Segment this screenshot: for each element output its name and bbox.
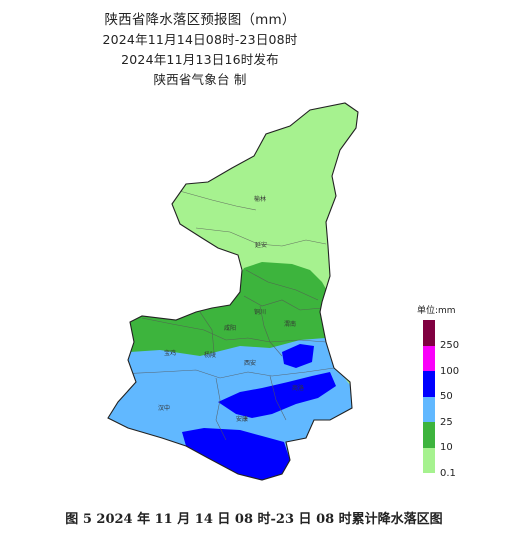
legend-title: 单位:mm bbox=[417, 306, 456, 316]
city-label-xian: 西安 bbox=[244, 359, 256, 367]
legend-label-50: 50 bbox=[440, 391, 453, 402]
map-header: 陕西省降水落区预报图（mm） 2024年11月14日08时-23日08时 202… bbox=[0, 10, 400, 90]
legend-label-25: 25 bbox=[440, 417, 453, 428]
legend-swatch-10 bbox=[423, 422, 435, 448]
map-title: 陕西省降水落区预报图（mm） bbox=[104, 12, 296, 28]
precipitation-map: 榆林 延安 铜川 咸阳 渭南 宝鸡 杨陵 西安 汉中 安康 商洛 bbox=[107, 102, 359, 481]
city-label-yanan: 延安 bbox=[255, 241, 267, 249]
city-label-tongchuan: 铜川 bbox=[254, 308, 266, 316]
city-label-hanzhong: 汉中 bbox=[158, 404, 170, 412]
legend-label-250: 250 bbox=[440, 340, 460, 351]
legend-swatch-25 bbox=[423, 396, 435, 422]
city-label-yangling: 杨陵 bbox=[204, 351, 216, 359]
city-label-baoji: 宝鸡 bbox=[164, 349, 176, 357]
producer: 陕西省气象台 制 bbox=[153, 72, 247, 87]
city-label-shangluo: 商洛 bbox=[292, 384, 304, 392]
city-label-xianyang: 咸阳 bbox=[224, 324, 236, 332]
zone-50mm-south bbox=[182, 372, 336, 480]
district-boundaries bbox=[119, 189, 335, 441]
issue-time: 2024年11月13日16时发布 bbox=[121, 52, 279, 67]
legend-swatch-100 bbox=[423, 345, 435, 371]
legend-label-10: 10 bbox=[440, 442, 453, 453]
figure-caption: 图 5 2024 年 11 月 14 日 08 时-23 日 08 时累计降水落… bbox=[65, 512, 443, 527]
city-label-weinan: 渭南 bbox=[284, 320, 296, 328]
legend-label-100: 100 bbox=[440, 366, 460, 377]
forecast-period: 2024年11月14日08时-23日08时 bbox=[102, 32, 298, 47]
city-label-ankang: 安康 bbox=[236, 415, 248, 423]
legend-label-0-1: 0.1 bbox=[440, 468, 456, 479]
legend-swatch-50 bbox=[423, 371, 435, 397]
zone-50mm-east bbox=[282, 344, 314, 368]
legend-swatch-0-1 bbox=[423, 447, 435, 473]
city-label-yulin: 榆林 bbox=[254, 195, 266, 203]
legend-colorbar bbox=[423, 320, 435, 473]
legend-swatch-250 bbox=[423, 320, 435, 346]
